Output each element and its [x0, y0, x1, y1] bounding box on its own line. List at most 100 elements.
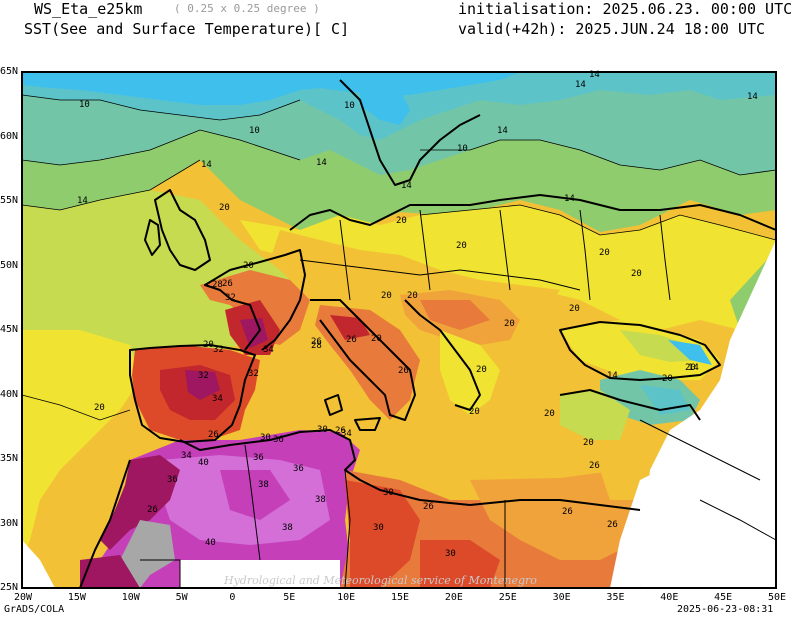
- contour-label: 36: [273, 435, 284, 445]
- contour-label: 30: [383, 488, 394, 498]
- lon-tick-label: 15E: [391, 592, 410, 603]
- contour-label: 20: [469, 407, 480, 417]
- lon-tick-label: 35E: [606, 592, 625, 603]
- lon-tick-label: 5W: [175, 592, 188, 603]
- contour-label: 40: [198, 458, 209, 468]
- contour-label: 10: [344, 101, 355, 111]
- contour-label: 26: [562, 507, 573, 517]
- contour-label: 38: [258, 480, 269, 490]
- contour-label: 34: [212, 394, 223, 404]
- contour-label: 20: [583, 438, 594, 448]
- lon-tick-label: 15W: [67, 592, 86, 603]
- contour-label: 14: [77, 196, 88, 206]
- contour-label: 26: [398, 366, 409, 376]
- lat-tick-label: 55N: [0, 195, 19, 206]
- contour-label: 30: [317, 425, 328, 435]
- lon-tick-label: 25E: [498, 592, 517, 603]
- contour-label: 34: [341, 429, 352, 439]
- contour-label: 20: [94, 403, 105, 413]
- contour-label: 30: [373, 523, 384, 533]
- contour-label: 20: [456, 241, 467, 251]
- contour-label: 34: [181, 451, 192, 461]
- contour-label: 14: [316, 158, 327, 168]
- lon-tick-label: 10E: [337, 592, 356, 603]
- contour-label: 10: [79, 100, 90, 110]
- lon-tick-label: 20E: [444, 592, 463, 603]
- contour-label: 20: [685, 363, 696, 373]
- contour-label: 20: [662, 374, 673, 384]
- contour-label: 20: [631, 269, 642, 279]
- contour-label: 28: [311, 341, 322, 351]
- contour-label: 14: [607, 371, 618, 381]
- contour-label: 32: [248, 369, 259, 379]
- contour-label: 10: [457, 144, 468, 154]
- lat-tick-label: 60N: [0, 130, 19, 142]
- lat-tick-label: 30N: [0, 517, 19, 529]
- contour-label: 20: [569, 304, 580, 314]
- contour-label: 26: [147, 505, 158, 515]
- contour-label: 32: [198, 371, 209, 381]
- contour-label: 20: [476, 365, 487, 375]
- lon-tick-label: 0: [229, 592, 236, 603]
- contour-label: 14: [564, 194, 575, 204]
- model-title: WS_Eta_e25km: [34, 0, 143, 18]
- contour-label: 20: [544, 409, 555, 419]
- contour-label: 14: [575, 80, 586, 90]
- lat-tick-label: 35N: [0, 453, 19, 464]
- contour-label: 20: [504, 319, 515, 329]
- contour-label: 32: [225, 293, 236, 303]
- lon-tick-label: 40E: [660, 592, 679, 603]
- contour-label: 20: [203, 340, 214, 350]
- contour-label: 26: [222, 279, 233, 289]
- contour-label: 26: [607, 520, 618, 530]
- contour-label: 14: [497, 126, 508, 136]
- contour-label: 38: [315, 495, 326, 505]
- contour-label: 36: [293, 464, 304, 474]
- lat-tick-label: 40N: [0, 388, 19, 400]
- lat-tick-label: 25N: [0, 582, 19, 593]
- contour-label: 26: [311, 337, 322, 347]
- contour-label: 32: [213, 345, 224, 355]
- contour-label: 26: [208, 430, 219, 440]
- lon-tick-label: 45E: [714, 592, 733, 603]
- lon-tick-label: 10W: [121, 592, 140, 603]
- contour-label: 10: [249, 126, 260, 136]
- contour-label: 14: [589, 70, 600, 80]
- contour-label: 20: [396, 216, 407, 226]
- variable-title: SST(See and Surface Temperature)[ C]: [24, 20, 350, 38]
- contour-label: 14: [201, 160, 212, 170]
- contour-label: 36: [167, 475, 178, 485]
- contour-label: 20: [407, 291, 418, 301]
- contour-label: 28: [212, 280, 223, 290]
- contour-label: 26: [335, 426, 346, 436]
- resolution-note: ( 0.25 x 0.25 degree ): [174, 2, 320, 15]
- lon-tick-label: 30E: [552, 592, 571, 603]
- contour-label: 20: [381, 291, 392, 301]
- contour-label: 26: [589, 461, 600, 471]
- contour-label: 30: [445, 549, 456, 559]
- valid-time: valid(+42h): 2025.JUN.24 18:00 UTC: [458, 20, 766, 38]
- contour-label: 20: [599, 248, 610, 258]
- watermark: Hydrological and Meteorological service …: [224, 574, 537, 587]
- contour-label: 26: [346, 335, 357, 345]
- init-time: initialisation: 2025.06.23. 00:00 UTC: [458, 0, 793, 18]
- contour-label: 14: [747, 92, 758, 102]
- contour-label: 38: [282, 523, 293, 533]
- contour-label: 20: [243, 261, 254, 271]
- contour-label: 36: [253, 453, 264, 463]
- footer-timestamp: 2025-06-23-08:31: [677, 604, 774, 615]
- contour-label: 26: [423, 502, 434, 512]
- lon-tick-label: 5E: [283, 592, 296, 603]
- lat-tick-label: 45N: [0, 324, 19, 335]
- contour-label: 14: [688, 363, 699, 373]
- lat-tick-label: 50N: [0, 259, 19, 271]
- lon-tick-label: 50E: [768, 592, 787, 603]
- lon-tick-label: 20W: [14, 592, 33, 603]
- contour-label: 40: [205, 538, 216, 548]
- footer-software: GrADS/COLA: [4, 604, 65, 615]
- contour-label: 34: [263, 345, 274, 355]
- contour-label: 30: [260, 433, 271, 443]
- contour-label: 20: [219, 203, 230, 213]
- contour-label: 20: [371, 334, 382, 344]
